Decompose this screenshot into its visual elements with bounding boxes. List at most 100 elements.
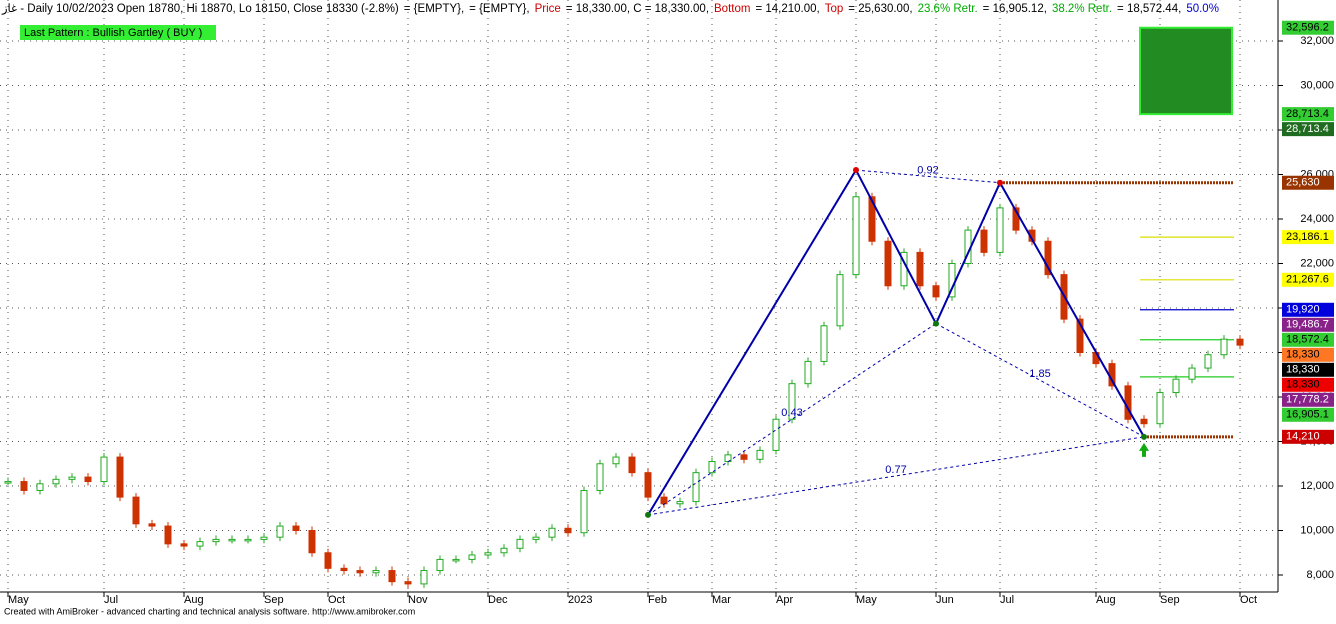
header-item: = 25,630.00, [848, 3, 913, 15]
candle [228, 538, 236, 542]
price-tag [1282, 347, 1334, 362]
header-item: = {EMPTY}, [469, 3, 530, 15]
price-tag [1282, 122, 1334, 137]
candle [20, 481, 28, 491]
x-tick-label: Nov [408, 594, 428, 606]
candle [500, 547, 508, 554]
header-item: = 14,210.00, [755, 3, 820, 15]
y-tick-label: 32,000 [1300, 35, 1334, 47]
pattern-box [20, 25, 216, 40]
candle [292, 525, 300, 532]
target-box [1139, 26, 1233, 116]
price-tag [1282, 377, 1334, 392]
ratio-label: 0.92 [917, 164, 938, 176]
ratio-label: 0.77 [885, 464, 906, 476]
candle [116, 456, 124, 498]
price-tag [1282, 107, 1334, 122]
candle [516, 538, 524, 549]
ratio-line [647, 436, 1145, 516]
price-tag [1282, 20, 1334, 35]
ratio-label: 0.43 [781, 407, 802, 419]
candle [212, 538, 220, 543]
y-tick-label: 10,000 [1300, 524, 1334, 536]
candle [468, 554, 476, 560]
price-tag-label: 19,486.7 [1286, 319, 1329, 331]
x-tick-label: Apr [776, 594, 793, 606]
candle [404, 581, 412, 585]
ratio-line [855, 169, 1001, 184]
header-item: غاز - Daily 10/02/2023 Open 18780, Hi 18… [2, 3, 399, 15]
price-tag-label: 18,330 [1286, 364, 1320, 376]
footer: Created with AmiBroker - advanced charti… [4, 606, 415, 616]
candle [996, 207, 1004, 253]
candle [308, 530, 316, 554]
candle [388, 570, 396, 583]
candle [532, 536, 540, 540]
candle [1012, 207, 1020, 231]
price-tag [1282, 175, 1334, 190]
pivot [1141, 433, 1147, 440]
candle [548, 527, 556, 538]
x-tick-label: Jul [1000, 594, 1014, 606]
price-tag-label: 25,630 [1286, 177, 1320, 189]
candle [884, 240, 892, 287]
header: غاز - Daily 10/02/2023 Open 18780, Hi 18… [2, 1, 1224, 15]
candle [788, 383, 796, 420]
candle [836, 274, 844, 327]
candle [484, 552, 492, 556]
header-item: = 18,572.44, [1117, 3, 1182, 15]
candle [644, 472, 652, 498]
price-tag [1282, 230, 1334, 245]
price-tag [1282, 429, 1334, 444]
price-tag [1282, 362, 1334, 377]
price-tag-label: 23,186.1 [1286, 231, 1329, 243]
candle [68, 476, 76, 480]
buy-arrow [1139, 442, 1149, 457]
candle [660, 496, 668, 505]
header-item: = 16,905.12, [982, 3, 1047, 15]
candle [708, 461, 716, 474]
candle [84, 476, 92, 483]
candle [756, 449, 764, 460]
candle [436, 558, 444, 572]
x-tick-label: Sep [1160, 594, 1180, 606]
ratio-label: 1.85 [1029, 368, 1050, 380]
candle [1044, 240, 1052, 276]
x-tick-label: Oct [328, 594, 345, 606]
header-item: 38.2% Retr. [1051, 3, 1113, 15]
price-tag [1282, 332, 1334, 347]
x-tick-label: Jul [104, 594, 118, 606]
candle [596, 463, 604, 491]
header-item: 23.6% Retr. [917, 3, 978, 15]
candle [148, 523, 156, 527]
header-item: Bottom [714, 3, 751, 15]
candle [340, 567, 348, 572]
candle [276, 525, 284, 538]
candle [244, 538, 252, 542]
x-tick-label: Mar [712, 594, 731, 606]
candle [868, 196, 876, 242]
x-tick-label: Sep [264, 594, 284, 606]
price-tag-label: 28,713.4 [1286, 123, 1329, 135]
candle [980, 229, 988, 253]
x-tick-label: Jun [936, 594, 954, 606]
candle [100, 456, 108, 483]
price-tag-label: 16,905.1 [1286, 409, 1329, 421]
price-tag-label: 28,713.4 [1286, 108, 1329, 120]
candle [452, 558, 460, 562]
y-tick-label: 8,000 [1306, 569, 1334, 581]
y-tick-label: 12,000 [1300, 480, 1334, 492]
candle [164, 525, 172, 545]
y-tick-label: 30,000 [1300, 79, 1334, 91]
candle [820, 325, 828, 362]
candle [612, 456, 620, 465]
candle [132, 496, 140, 525]
candle [676, 501, 684, 505]
candle [1220, 338, 1228, 356]
price-tag [1282, 407, 1334, 422]
candle [580, 489, 588, 534]
pivot [933, 320, 939, 327]
candle [1172, 378, 1180, 394]
candle [804, 360, 812, 385]
